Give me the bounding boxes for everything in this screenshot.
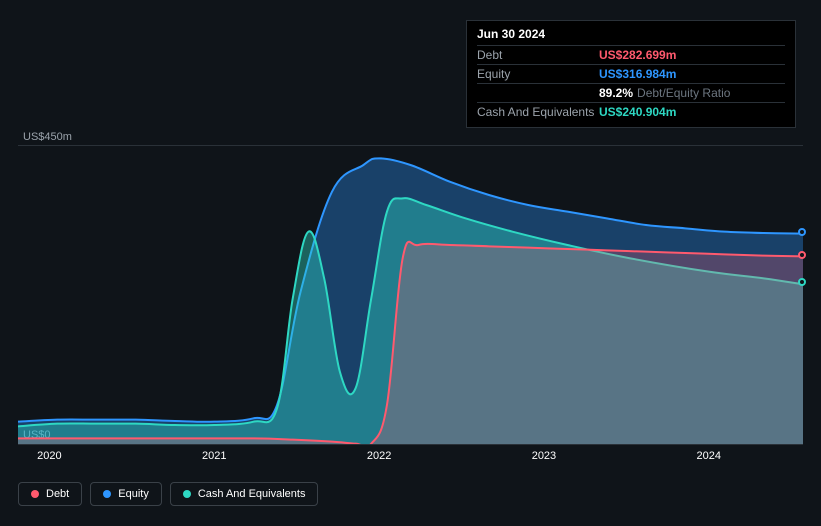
series-end-marker-debt (798, 251, 806, 259)
tooltip-label: Equity (477, 67, 599, 81)
x-axis-labels: 2020 2021 2022 2023 2024 (18, 450, 803, 470)
chart-legend: Debt Equity Cash And Equivalents (18, 482, 318, 506)
tooltip-label: Debt (477, 48, 599, 62)
tooltip-value: US$282.699m (599, 48, 676, 62)
x-axis-tick-label: 2021 (202, 450, 226, 462)
legend-item-debt[interactable]: Debt (18, 482, 82, 506)
legend-dot-icon (183, 490, 191, 498)
area-chart-svg (18, 145, 803, 445)
tooltip-value: US$240.904m (599, 105, 676, 119)
plot-gridline-bottom (18, 444, 803, 445)
x-axis-tick-label: 2022 (367, 450, 391, 462)
legend-dot-icon (103, 490, 111, 498)
tooltip-label (477, 86, 599, 100)
tooltip-ratio-pct: 89.2% (599, 86, 633, 100)
tooltip-row-cash: Cash And Equivalents US$240.904m (477, 102, 785, 121)
x-axis-tick-label: 2023 (532, 450, 556, 462)
tooltip-row-ratio: 89.2% Debt/Equity Ratio (477, 83, 785, 102)
y-axis-max-label: US$450m (23, 131, 72, 143)
tooltip-row-debt: Debt US$282.699m (477, 45, 785, 64)
legend-item-cash[interactable]: Cash And Equivalents (170, 482, 319, 506)
chart-plot-area[interactable] (18, 145, 803, 445)
chart-tooltip: Jun 30 2024 Debt US$282.699m Equity US$3… (466, 20, 796, 128)
legend-item-equity[interactable]: Equity (90, 482, 162, 506)
tooltip-value: US$316.984m (599, 67, 676, 81)
tooltip-date: Jun 30 2024 (477, 27, 785, 45)
series-end-marker-cash (798, 278, 806, 286)
x-axis-tick-label: 2024 (697, 450, 721, 462)
legend-label: Debt (46, 488, 69, 500)
x-axis-tick-label: 2020 (37, 450, 61, 462)
legend-label: Equity (118, 488, 149, 500)
tooltip-row-equity: Equity US$316.984m (477, 64, 785, 83)
series-area-debt (18, 242, 803, 445)
legend-dot-icon (31, 490, 39, 498)
legend-label: Cash And Equivalents (198, 488, 306, 500)
series-end-marker-equity (798, 228, 806, 236)
tooltip-label: Cash And Equivalents (477, 105, 599, 119)
tooltip-ratio-label: Debt/Equity Ratio (637, 86, 730, 100)
